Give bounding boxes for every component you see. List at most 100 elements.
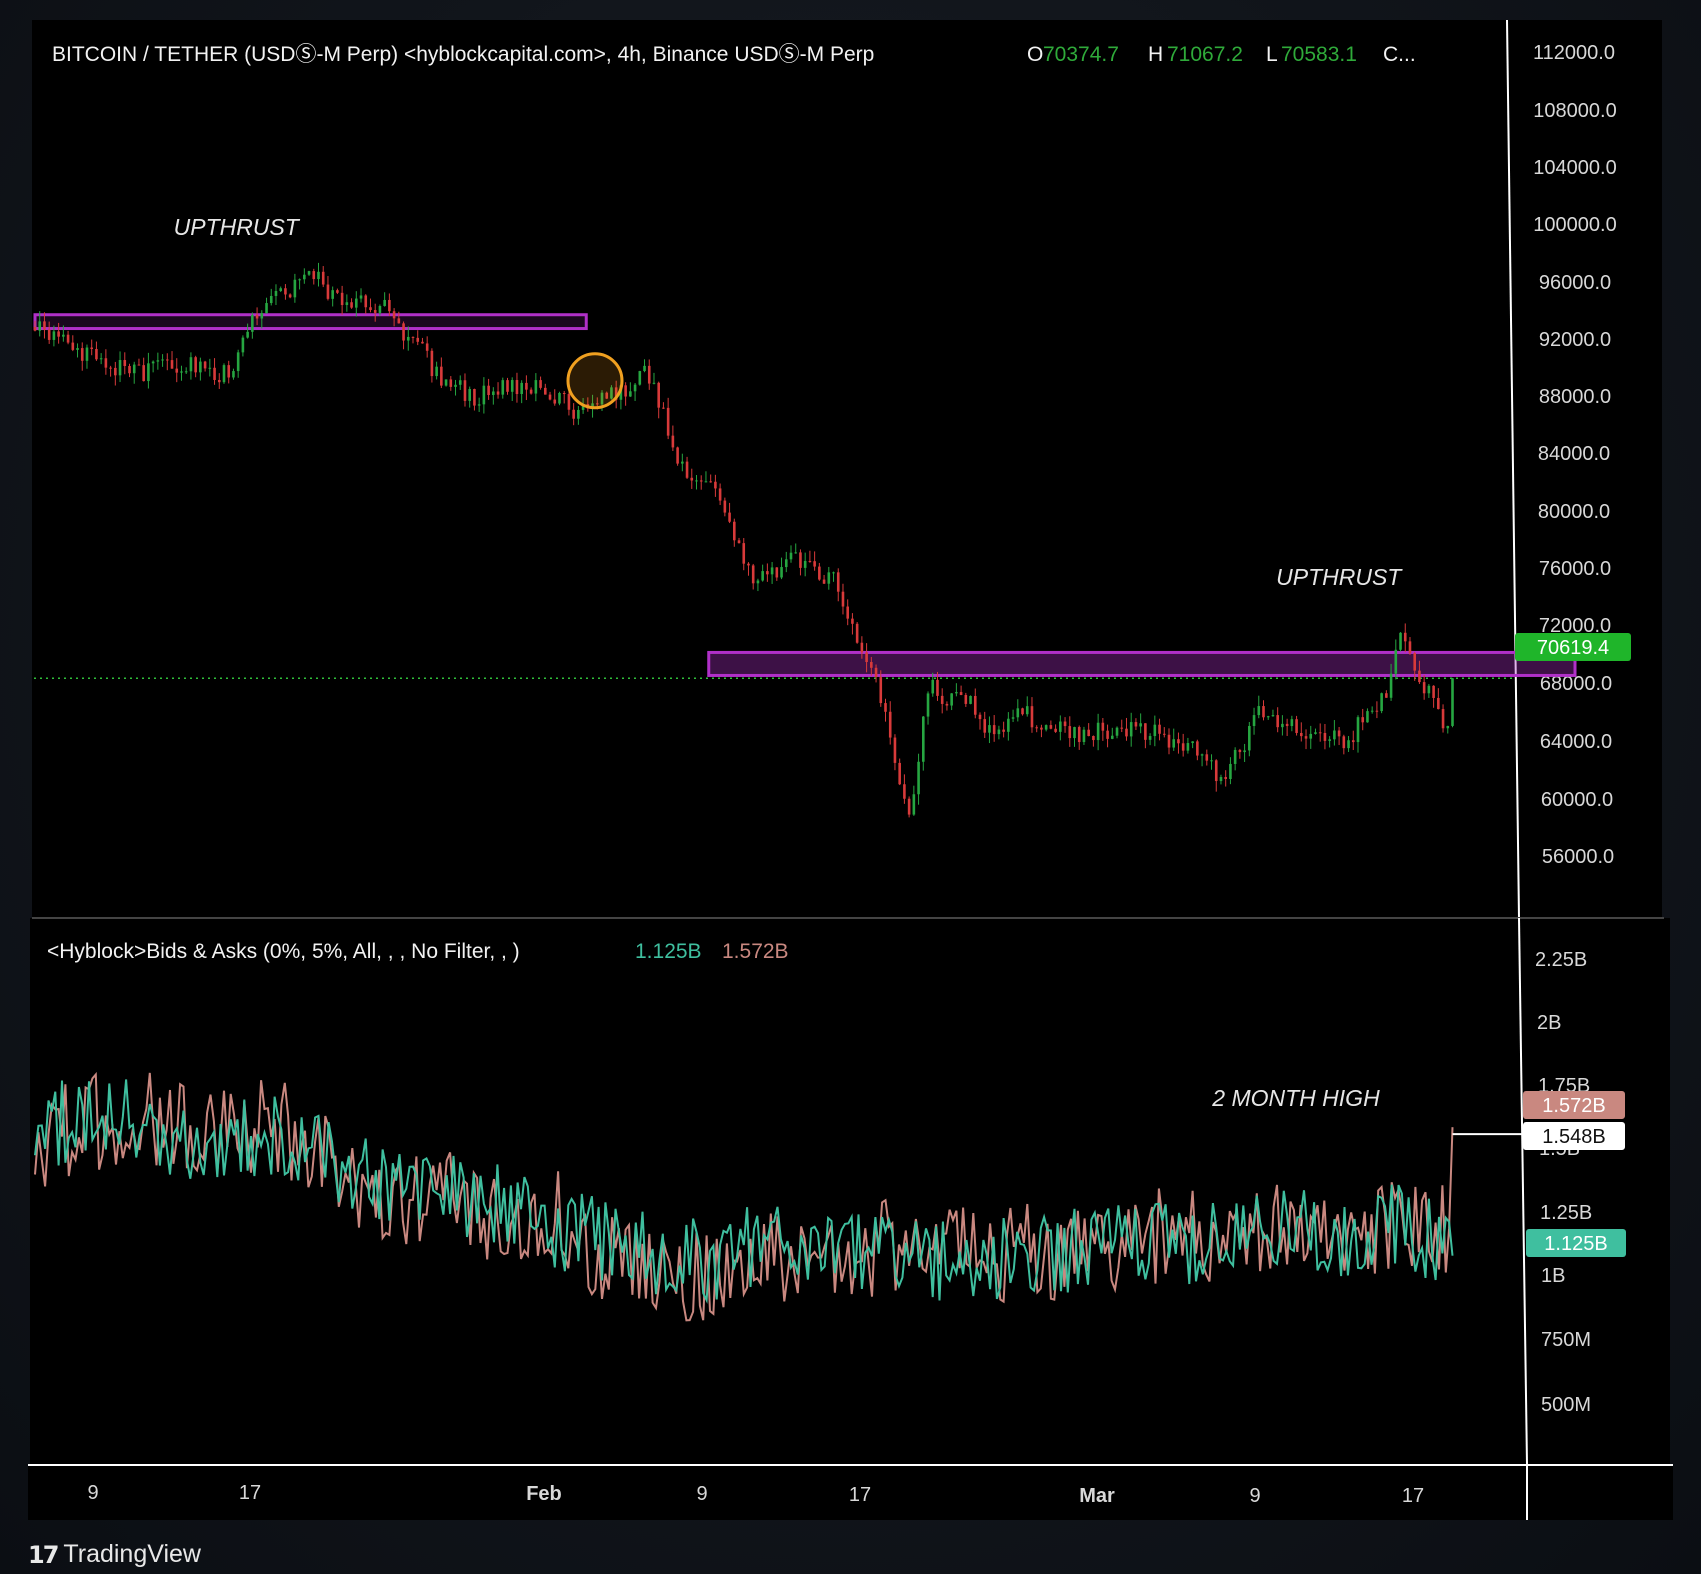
candle-body	[1285, 723, 1289, 727]
candle-body	[440, 366, 443, 386]
indicator-tick: 500M	[1541, 1394, 1591, 1416]
candle-body	[1059, 721, 1062, 732]
candle-body	[444, 379, 448, 386]
candle-body	[879, 677, 883, 704]
candle-body	[671, 435, 675, 448]
candle-body	[118, 360, 122, 376]
candle-body	[884, 703, 887, 712]
candle-body	[213, 367, 216, 380]
candle-body	[931, 679, 935, 694]
candle-body	[775, 567, 779, 578]
candle-body	[1432, 685, 1435, 698]
candle-body	[1385, 693, 1388, 698]
candle-body	[803, 560, 807, 568]
high-label: H	[1148, 43, 1163, 66]
candle-body	[629, 391, 632, 397]
candle-body	[416, 337, 420, 342]
candle-body	[1106, 730, 1109, 739]
candle-body	[166, 359, 169, 361]
candle-body	[936, 679, 939, 696]
candle-body	[1413, 653, 1416, 671]
candle-body	[605, 392, 609, 399]
candle-body	[355, 298, 358, 308]
price-tick: 92000.0	[1539, 329, 1611, 351]
candle-body	[997, 729, 1001, 735]
bids-badge-label: 1.125B	[1544, 1233, 1607, 1255]
candle-body	[468, 389, 471, 401]
candle-body	[808, 560, 812, 562]
candle-body	[482, 385, 486, 405]
time-axis-bg	[28, 1464, 1673, 1520]
price-tick: 84000.0	[1538, 443, 1610, 465]
low-label: L	[1266, 43, 1278, 66]
candle-body	[66, 334, 70, 343]
candle-body	[449, 379, 453, 387]
candle-body	[1403, 632, 1407, 642]
candle-body	[392, 311, 396, 319]
candle-body	[142, 365, 145, 382]
candle-body	[1049, 725, 1053, 729]
candle-body	[378, 305, 382, 313]
candle-body	[236, 352, 240, 372]
candle-body	[751, 565, 755, 584]
candle-body	[114, 367, 117, 376]
candle-body	[955, 692, 958, 694]
candle-body	[1205, 754, 1209, 761]
candle-body	[836, 572, 840, 592]
two-month-high-label: 2 MONTH HIGH	[1211, 1085, 1380, 1111]
indicator-value-asks: 1.572B	[722, 940, 789, 963]
candle-body	[421, 341, 424, 344]
price-axis: 112000.0 108000.0 104000.0 100000.0 9600…	[1533, 42, 1617, 868]
candle-body	[350, 302, 353, 308]
candle-body	[1337, 730, 1341, 737]
candle-body	[1342, 736, 1346, 749]
candle-body	[515, 380, 519, 394]
price-tick: 108000.0	[1533, 100, 1616, 122]
candle-body	[458, 380, 462, 385]
candle-body	[1115, 727, 1119, 736]
candle-body	[1276, 715, 1279, 728]
candle-body	[723, 500, 727, 513]
candle-body	[95, 348, 98, 360]
candle-body	[1290, 719, 1294, 727]
time-tick: 9	[696, 1483, 707, 1505]
candle-body	[903, 784, 906, 799]
candle-body	[544, 387, 547, 395]
candle-body	[1030, 706, 1034, 728]
candle-body	[657, 382, 660, 408]
candle-body	[1162, 733, 1166, 735]
candle-body	[1025, 706, 1029, 715]
candle-body	[279, 288, 282, 292]
candle-body	[1418, 670, 1421, 683]
candle-body	[1200, 754, 1204, 756]
candle-body	[501, 380, 505, 395]
candle-body	[208, 367, 212, 369]
candle-body	[274, 291, 278, 296]
candle-body	[1129, 722, 1133, 737]
candle-body	[964, 694, 968, 704]
price-panel-bg	[32, 20, 1662, 918]
candle-body	[227, 365, 231, 378]
candle-body	[132, 364, 136, 374]
time-axis: 9 17 Feb 9 17 Mar 9 17	[87, 1482, 1424, 1507]
candle-body	[1120, 727, 1124, 729]
open-label: O	[1027, 43, 1043, 66]
candle-body	[1167, 734, 1171, 748]
candle-body	[832, 572, 835, 574]
candle-body	[695, 480, 698, 482]
candle-body	[525, 382, 528, 390]
candle-body	[969, 695, 972, 704]
candle-body	[841, 591, 845, 607]
candle-body	[284, 288, 287, 295]
candle-body	[1096, 722, 1100, 741]
candle-body	[1196, 741, 1199, 756]
candle-body	[747, 563, 750, 566]
candle-body	[922, 716, 925, 762]
candle-body	[874, 667, 878, 678]
candle-body	[241, 337, 245, 353]
candle-body	[1073, 727, 1076, 739]
candle-body	[293, 279, 297, 298]
candle-body	[1314, 732, 1317, 734]
tradingview-logo: 17 TradingView	[28, 1540, 201, 1569]
